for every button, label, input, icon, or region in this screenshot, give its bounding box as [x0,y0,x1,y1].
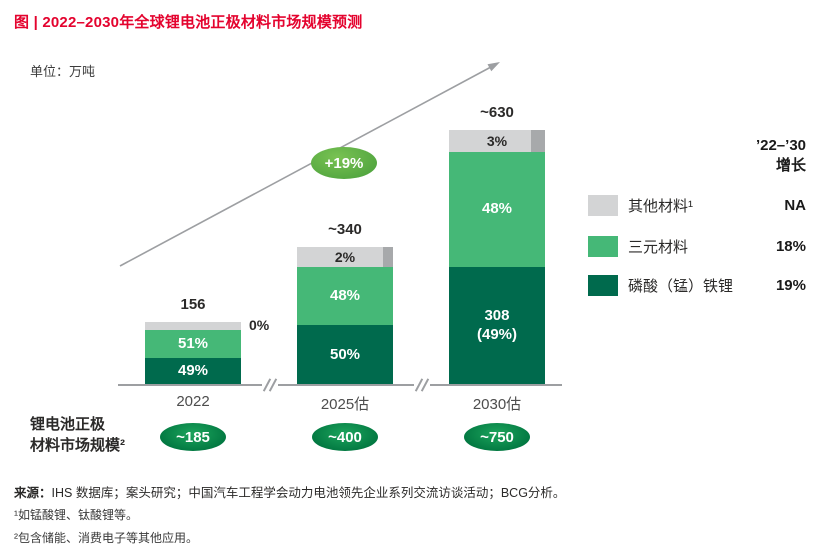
segment-label: 2% [334,249,356,265]
figure-title: 图 | 2022–2030年全球锂电池正极材料市场规模预测 [14,14,363,31]
legend-header-growth: 增长 [775,157,806,174]
segment-ternary: 48% [449,152,545,267]
legend-label: 三元材料 [628,239,689,256]
market-size-oval-2022: ~185 [160,423,226,451]
legend-growth-value: 19% [775,277,806,294]
legend-growth-value: NA [784,197,806,214]
segment-other: 2% [297,247,393,267]
segment-other-dark [383,247,393,267]
cagr-badge: +19% [311,147,377,179]
market-size-oval-2025: ~400 [312,423,378,451]
unit-label: 单位：万吨 [30,64,96,79]
cagr-badge-label: +19% [324,154,364,172]
source-line: 来源：IHS 数据库；案头研究；中国汽车工程学会动力电池领先企业系列交流访谈活动… [14,482,565,501]
axis-break-icon [414,377,430,393]
segment-label: 48% [481,200,513,218]
bar-total-label: ~630 [480,104,514,121]
segment-label: 3% [486,133,508,149]
segment-other: 3% [449,130,545,152]
category-label-2022: 2022 [176,393,210,410]
legend-growth-value: 18% [775,238,806,255]
legend-swatch-ternary [588,236,618,257]
x-axis [118,384,562,386]
legend-header-years: ’22–’30 [755,137,806,154]
segment-lfp: 50% [297,325,393,385]
segment-label-outside: 0% [249,317,270,333]
market-size-caption: 锂电池正极 材料市场规模² [30,416,125,454]
axis-break-icon [262,377,278,393]
segment-lfp: 49% [145,358,241,385]
category-label-2025: 2025估 [320,396,370,413]
market-size-value: ~185 [176,428,210,446]
legend-swatch-other [588,195,618,216]
bar-total-label: ~340 [328,221,362,238]
legend-label: 磷酸（锰）铁锂 [628,278,734,295]
legend-label: 其他材料¹ [628,198,693,215]
bar-total-label: 156 [180,296,206,313]
legend-item-lfp: 磷酸（锰）铁锂 19% [588,275,806,296]
legend-header: ’22–’30 增长 [588,136,806,176]
market-size-value: ~400 [328,428,362,446]
segment-ternary: 51% [145,330,241,358]
segment-ternary: 48% [297,267,393,325]
market-size-oval-2030: ~750 [464,423,530,451]
source-label: 来源： [14,486,52,500]
footnote-1: ¹如锰酸锂、钛酸锂等。 [14,508,138,522]
growth-arrow-icon [119,62,500,267]
segment-other [145,322,241,330]
source-text: IHS 数据库；案头研究；中国汽车工程学会动力电池领先企业系列交流访谈活动；BC… [51,486,566,500]
segment-label: 308 (49%) [476,307,517,343]
segment-other-dark [531,130,545,152]
segment-label: 48% [329,286,361,304]
segment-lfp: 308 (49%) [449,267,545,385]
category-label-2030: 2030估 [472,396,522,413]
market-size-value: ~750 [480,428,514,446]
legend-item-ternary: 三元材料 18% [588,236,806,257]
footnote-2: ²包含储能、消费电子等其他应用。 [14,531,198,545]
legend-item-other: 其他材料¹ NA [588,195,806,216]
segment-label: 50% [329,345,361,363]
segment-label: 49% [177,362,209,380]
legend-swatch-lfp [588,275,618,296]
segment-label: 51% [177,334,209,352]
